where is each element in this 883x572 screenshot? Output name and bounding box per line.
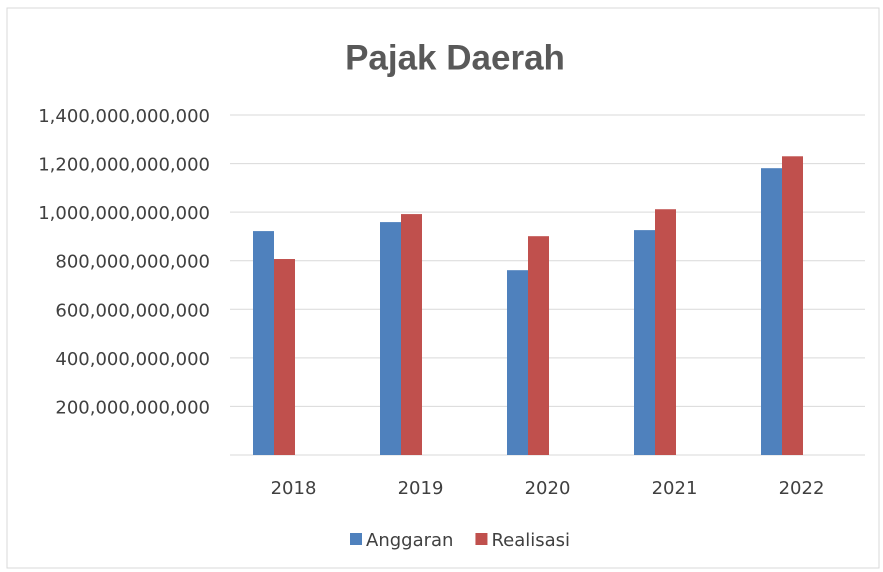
legend-swatch	[350, 533, 362, 545]
chart-border	[6, 7, 880, 569]
y-tick-label: 1,200,000,000,000	[38, 155, 210, 176]
chart-title: Pajak Daerah	[345, 38, 565, 77]
y-tick-label: 800,000,000,000	[55, 252, 210, 273]
legend-swatch	[475, 533, 488, 545]
bar	[507, 270, 528, 455]
x-tick-label: 2022	[779, 478, 825, 499]
bar	[274, 259, 295, 455]
bar	[380, 222, 401, 455]
bar	[401, 214, 422, 455]
y-tick-label: 1,400,000,000,000	[38, 106, 210, 127]
y-tick-label: 600,000,000,000	[55, 300, 210, 321]
bar	[761, 168, 782, 455]
y-tick-label: 200,000,000,000	[55, 397, 210, 418]
bar	[782, 156, 803, 456]
y-tick-label: 400,000,000,000	[55, 349, 210, 370]
x-tick-label: 2021	[652, 478, 698, 499]
legend-label: Realisasi	[491, 530, 570, 551]
x-tick-label: 2019	[398, 478, 444, 499]
bar	[655, 209, 676, 455]
bar	[253, 231, 274, 455]
y-tick-label: 1,000,000,000,000	[38, 203, 210, 224]
x-tick-label: 2020	[525, 478, 571, 499]
x-tick-label: 2018	[271, 478, 317, 499]
legend-label: Anggaran	[366, 530, 453, 551]
bar	[634, 230, 655, 455]
bar	[528, 236, 549, 455]
